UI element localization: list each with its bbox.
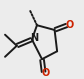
- Text: O: O: [42, 68, 50, 78]
- Text: N: N: [30, 33, 38, 43]
- Text: O: O: [65, 20, 73, 30]
